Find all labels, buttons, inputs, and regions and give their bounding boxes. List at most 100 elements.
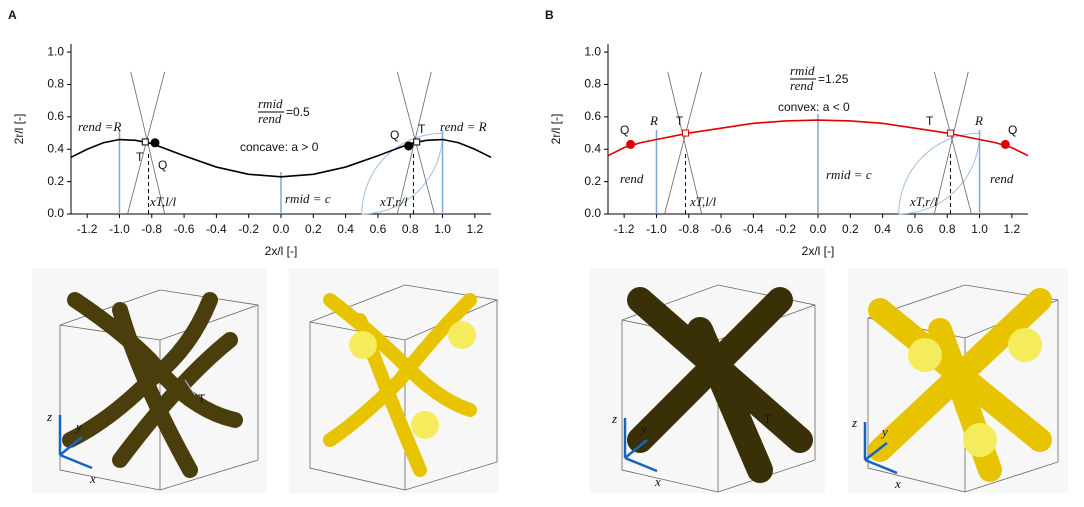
x-tick-label: -0.6 — [711, 222, 732, 236]
tangent-line — [933, 71, 972, 215]
x-tick-label: -1.0 — [109, 222, 130, 236]
ratio-denominator: rend — [790, 78, 814, 93]
x-tick-label: -0.8 — [141, 222, 162, 236]
point-q — [1000, 139, 1010, 149]
x-tick-label: 0.4 — [874, 222, 891, 236]
axis-letter: y — [880, 424, 888, 439]
annotation: concave: a > 0 — [240, 140, 319, 154]
panel-label: B — [545, 8, 554, 22]
curve — [607, 119, 1029, 157]
y-tick-label: 0.0 — [47, 206, 64, 220]
y-axis-label: 2r/l [-] — [12, 114, 26, 145]
annotation: Q — [1008, 123, 1017, 137]
axis-letter: z — [46, 409, 52, 424]
annotation: Q — [390, 128, 399, 142]
guide-arc — [898, 133, 981, 215]
x-tick-label: 0.2 — [842, 222, 859, 236]
annotation: rmid = c — [826, 167, 872, 182]
annotation: rend =R — [78, 119, 121, 134]
ratio-numerator: rmid — [258, 96, 283, 111]
x-tick-label: -0.2 — [238, 222, 259, 236]
axis-letter: z — [851, 415, 857, 430]
y-tick-label: 0.8 — [47, 77, 64, 91]
y-tick-label: 0.6 — [47, 109, 64, 123]
point-q — [150, 138, 160, 148]
x-tick-label: 0.0 — [810, 222, 827, 236]
y-tick-label: 0.2 — [584, 174, 601, 188]
point-q — [404, 141, 414, 151]
annotation: rend — [990, 171, 1014, 186]
chart: B 0.0 0.2 0.4 0.6 0.8 1.0 -1.2 -1.0 -0.8 -0.6 -0.4-… — [545, 8, 1029, 258]
x-tick-label: -0.4 — [743, 222, 764, 236]
ratio-denominator: rend — [258, 111, 282, 126]
y-tick-label: 0.6 — [584, 109, 601, 123]
annotation: xT,r/l — [909, 194, 938, 209]
y-tick-label: 0.8 — [584, 77, 601, 91]
render-a-dark: T z y x — [32, 268, 267, 493]
panel-label: A — [8, 8, 17, 22]
x-tick-label: 0.6 — [370, 222, 387, 236]
x-tick-label: 1.2 — [1004, 222, 1021, 236]
x-tick-label: -0.2 — [775, 222, 796, 236]
axis-letter: y — [639, 421, 647, 436]
tangent-line — [667, 71, 703, 215]
annotation: convex: a < 0 — [778, 100, 850, 114]
axis-letter: z — [611, 411, 617, 426]
y-tick-label: 0.4 — [47, 141, 64, 155]
annotation: R — [649, 113, 658, 128]
guide-arc — [898, 132, 980, 215]
x-tick-label: -0.4 — [206, 222, 227, 236]
x-axis-label: 2x/l [-] — [265, 244, 298, 258]
x-tick-label: -1.2 — [77, 222, 98, 236]
y-axis-label: 2r/l [-] — [549, 114, 563, 145]
x-tick-label: 0.6 — [907, 222, 924, 236]
guide-arc — [361, 133, 444, 215]
point-t — [682, 129, 690, 137]
annotation: Q — [158, 158, 167, 172]
ratio-value: =0.5 — [286, 105, 310, 119]
ratio-numerator: rmid — [790, 63, 815, 78]
axis-letter: x — [894, 476, 901, 491]
y-tick-label: 1.0 — [584, 44, 601, 58]
annotation: R — [974, 113, 983, 128]
annotation: T — [926, 114, 934, 128]
x-tick-label: 0.4 — [337, 222, 354, 236]
x-tick-label: -0.6 — [174, 222, 195, 236]
ratio-value: =1.25 — [818, 72, 849, 86]
annotation: xT,l/l — [689, 194, 717, 209]
guide-arc — [361, 132, 443, 215]
x-tick-label: 0.8 — [939, 222, 956, 236]
render-a-yellow — [289, 268, 499, 493]
x-axis-label: 2x/l [-] — [802, 244, 835, 258]
x-tick-label: 1.2 — [467, 222, 484, 236]
point-t — [413, 138, 421, 146]
point-t — [141, 138, 149, 146]
point-t — [946, 129, 954, 137]
y-tick-label: 1.0 — [47, 44, 64, 58]
tangent-line — [664, 71, 703, 215]
annotation: rend = R — [440, 119, 487, 134]
x-tick-label: 0.2 — [305, 222, 322, 236]
render-b-yellow: z y x — [848, 268, 1068, 493]
render-b-dark: T z y x — [590, 268, 825, 493]
axis-letter: x — [654, 474, 661, 489]
y-tick-label: 0.2 — [47, 174, 64, 188]
axis-letter: x — [89, 471, 96, 486]
x-tick-label: 1.0 — [434, 222, 451, 236]
axis-letter: y — [74, 419, 82, 434]
annotation: T — [418, 122, 426, 136]
x-tick-label: 1.0 — [971, 222, 988, 236]
annotation: T — [676, 114, 684, 128]
render-label: T — [764, 412, 772, 426]
x-tick-label: -1.2 — [614, 222, 635, 236]
annotation: Q — [620, 123, 629, 137]
x-tick-label: -0.8 — [678, 222, 699, 236]
render-label: T — [198, 392, 206, 406]
annotation: xT,r/l — [379, 194, 408, 209]
annotation: T — [136, 150, 144, 164]
x-tick-label: 0.0 — [273, 222, 290, 236]
tangent-line — [933, 71, 969, 215]
chart: A 0.0 0.2 0.4 0.6 0.8 1.0 -1.2 -1.0 -0.8 -0.6 -0.4-… — [8, 8, 492, 258]
annotation: rend — [620, 171, 644, 186]
